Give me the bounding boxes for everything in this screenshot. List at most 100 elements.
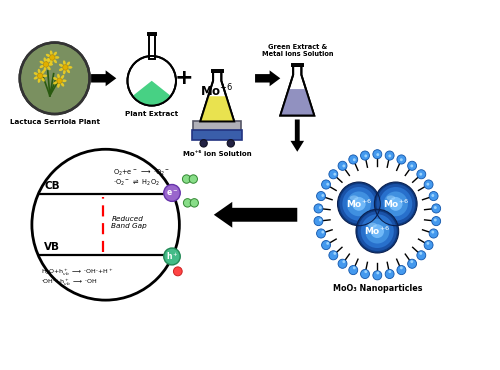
- Circle shape: [432, 194, 434, 197]
- Ellipse shape: [57, 74, 60, 79]
- Polygon shape: [148, 33, 156, 35]
- Text: Plant Extract: Plant Extract: [125, 111, 178, 117]
- Circle shape: [420, 173, 422, 176]
- Wedge shape: [133, 81, 170, 105]
- Circle shape: [38, 73, 43, 78]
- Circle shape: [322, 231, 324, 233]
- Circle shape: [397, 266, 406, 275]
- Ellipse shape: [54, 56, 60, 59]
- Ellipse shape: [47, 66, 50, 70]
- Circle shape: [424, 180, 433, 189]
- Circle shape: [420, 252, 422, 255]
- Circle shape: [326, 183, 329, 186]
- Ellipse shape: [38, 78, 40, 83]
- FancyArrow shape: [290, 120, 304, 152]
- Circle shape: [358, 211, 397, 251]
- Ellipse shape: [60, 83, 64, 87]
- Circle shape: [385, 151, 394, 160]
- Circle shape: [316, 229, 326, 238]
- Circle shape: [429, 192, 438, 201]
- Circle shape: [184, 199, 192, 207]
- Ellipse shape: [68, 66, 72, 69]
- Circle shape: [432, 231, 434, 233]
- Polygon shape: [148, 35, 155, 59]
- Circle shape: [388, 154, 392, 157]
- Circle shape: [62, 65, 68, 70]
- Circle shape: [373, 271, 382, 280]
- Circle shape: [164, 248, 180, 265]
- Ellipse shape: [34, 76, 38, 80]
- Text: e$^-$: e$^-$: [166, 188, 178, 198]
- Ellipse shape: [386, 195, 396, 201]
- Circle shape: [353, 158, 356, 161]
- FancyBboxPatch shape: [193, 121, 242, 131]
- Ellipse shape: [59, 64, 64, 67]
- Circle shape: [429, 229, 438, 238]
- Text: Lactuca Serriola Plant: Lactuca Serriola Plant: [10, 119, 100, 125]
- Circle shape: [361, 214, 394, 248]
- Text: Mo$^{+6}$: Mo$^{+6}$: [346, 198, 372, 210]
- Circle shape: [400, 266, 403, 269]
- Circle shape: [342, 164, 345, 167]
- Circle shape: [410, 260, 414, 263]
- Ellipse shape: [57, 83, 60, 88]
- Circle shape: [432, 204, 440, 213]
- Circle shape: [376, 272, 380, 275]
- Circle shape: [410, 164, 414, 167]
- Circle shape: [227, 139, 234, 147]
- Circle shape: [360, 151, 370, 160]
- Circle shape: [322, 194, 324, 197]
- Circle shape: [426, 183, 430, 186]
- Circle shape: [338, 259, 347, 268]
- Circle shape: [426, 242, 430, 245]
- Ellipse shape: [47, 58, 50, 63]
- Circle shape: [376, 184, 415, 224]
- Ellipse shape: [41, 77, 45, 82]
- Circle shape: [329, 251, 338, 260]
- Ellipse shape: [50, 50, 52, 55]
- Circle shape: [342, 260, 345, 263]
- Text: H$_2$O+h$^+_{vb}$ $\longrightarrow$ $\cdot$OH$\cdot$+H$^+$: H$_2$O+h$^+_{vb}$ $\longrightarrow$ $\cd…: [40, 268, 113, 278]
- Circle shape: [319, 218, 322, 222]
- Circle shape: [424, 240, 433, 250]
- Circle shape: [340, 184, 378, 224]
- Circle shape: [352, 197, 366, 211]
- Circle shape: [189, 175, 198, 183]
- Circle shape: [319, 206, 322, 209]
- Circle shape: [347, 191, 371, 216]
- Polygon shape: [292, 64, 302, 66]
- Circle shape: [326, 242, 329, 245]
- Ellipse shape: [66, 69, 70, 73]
- FancyArrow shape: [214, 202, 298, 228]
- Ellipse shape: [46, 54, 50, 57]
- Text: h$^+$: h$^+$: [166, 250, 178, 262]
- Ellipse shape: [41, 70, 45, 74]
- Ellipse shape: [46, 58, 50, 61]
- Ellipse shape: [40, 61, 44, 64]
- Circle shape: [20, 43, 89, 114]
- Ellipse shape: [48, 63, 53, 66]
- Text: +: +: [175, 68, 194, 88]
- Text: Green Extract &
Metal ions Solution: Green Extract & Metal ions Solution: [262, 44, 333, 57]
- Circle shape: [417, 170, 426, 179]
- Circle shape: [373, 150, 382, 159]
- Ellipse shape: [44, 67, 46, 71]
- FancyArrow shape: [91, 70, 116, 86]
- Circle shape: [400, 158, 403, 161]
- Circle shape: [364, 270, 367, 273]
- Circle shape: [57, 78, 62, 84]
- Circle shape: [322, 240, 330, 250]
- Circle shape: [388, 270, 392, 273]
- Circle shape: [376, 153, 380, 156]
- Text: O$_2$+e$^-$ $\longrightarrow$ $\cdot$O$_2$$^-$: O$_2$+e$^-$ $\longrightarrow$ $\cdot$O$_…: [113, 168, 170, 178]
- Polygon shape: [280, 89, 314, 115]
- Circle shape: [182, 175, 190, 183]
- Circle shape: [190, 199, 198, 207]
- Ellipse shape: [63, 70, 66, 74]
- Text: Reduced
Band Gap: Reduced Band Gap: [112, 216, 147, 229]
- Circle shape: [338, 182, 380, 226]
- Ellipse shape: [59, 68, 64, 71]
- Circle shape: [356, 209, 399, 253]
- Circle shape: [374, 182, 417, 226]
- Ellipse shape: [53, 81, 58, 84]
